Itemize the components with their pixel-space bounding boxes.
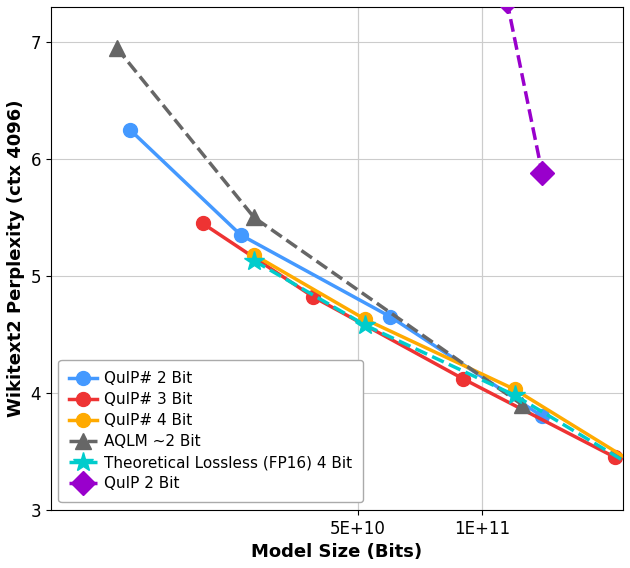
QuIP# 3 Bit <box>309 294 317 300</box>
Line: QuIP# 2 Bit: QuIP# 2 Bit <box>123 123 549 423</box>
QuIP# 3 Bit <box>611 454 619 461</box>
Line: AQLM ~2 Bit: AQLM ~2 Bit <box>108 40 530 413</box>
Legend: QuIP# 2 Bit, QuIP# 3 Bit, QuIP# 4 Bit, AQLM ~2 Bit, Theoretical Lossless (FP16) : QuIP# 2 Bit, QuIP# 3 Bit, QuIP# 4 Bit, A… <box>59 360 363 502</box>
QuIP# 2 Bit <box>387 314 394 320</box>
Line: Theoretical Lossless (FP16) 4 Bit: Theoretical Lossless (FP16) 4 Bit <box>244 250 630 497</box>
QuIP# 4 Bit <box>511 386 518 392</box>
Line: QuIP 2 Bit: QuIP 2 Bit <box>498 0 551 181</box>
X-axis label: Model Size (Bits): Model Size (Bits) <box>251 543 423 561</box>
QuIP# 4 Bit <box>361 316 369 323</box>
QuIP# 3 Bit <box>198 220 206 227</box>
Line: QuIP# 4 Bit: QuIP# 4 Bit <box>247 248 630 490</box>
Theoretical Lossless (FP16) 4 Bit <box>511 392 518 399</box>
QuIP 2 Bit <box>539 170 546 177</box>
QuIP# 2 Bit <box>237 232 244 239</box>
Theoretical Lossless (FP16) 4 Bit <box>250 257 258 264</box>
QuIP# 2 Bit <box>539 413 546 420</box>
QuIP# 3 Bit <box>459 375 467 382</box>
QuIP# 4 Bit <box>250 252 258 258</box>
AQLM ~2 Bit <box>113 44 120 51</box>
QuIP# 2 Bit <box>126 126 134 133</box>
Y-axis label: Wikitext2 Perplexity (ctx 4096): Wikitext2 Perplexity (ctx 4096) <box>7 99 25 417</box>
AQLM ~2 Bit <box>518 401 525 408</box>
QuIP 2 Bit <box>503 0 511 5</box>
Line: QuIP# 3 Bit: QuIP# 3 Bit <box>195 216 622 464</box>
AQLM ~2 Bit <box>250 214 258 221</box>
Theoretical Lossless (FP16) 4 Bit <box>361 321 369 328</box>
